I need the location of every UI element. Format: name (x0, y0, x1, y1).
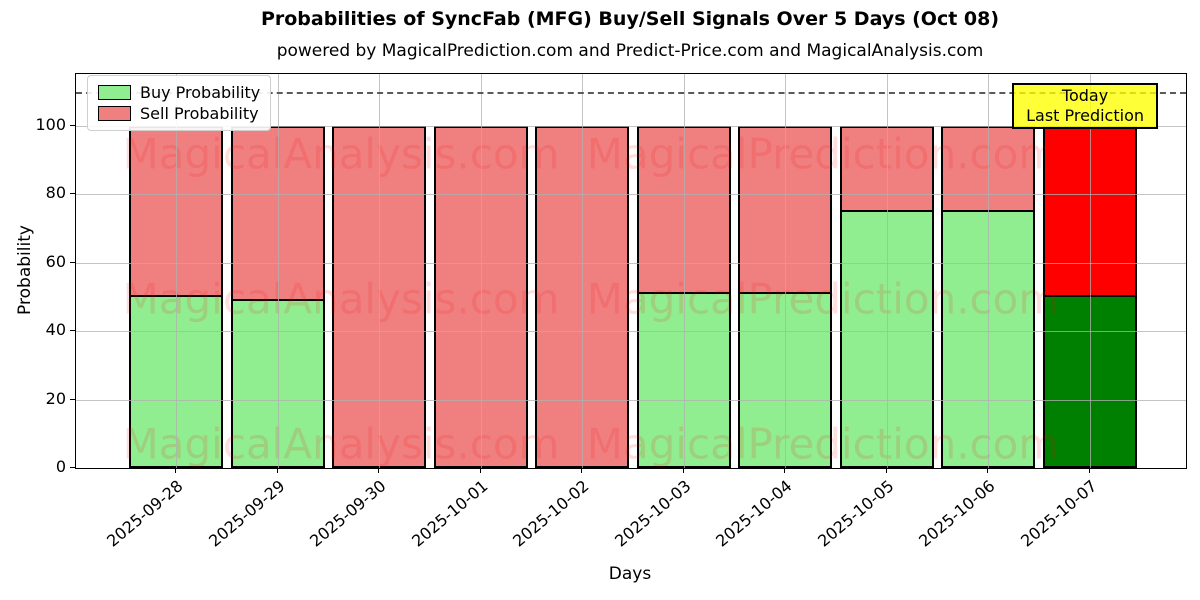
legend: Buy Probability Sell Probability (87, 75, 272, 131)
v-gridline (988, 74, 990, 468)
x-tick-label: 2025-09-29 (204, 476, 289, 551)
v-gridline (1089, 74, 1091, 468)
y-tick-label: 20 (45, 388, 66, 408)
chart-subtitle: powered by MagicalPrediction.com and Pre… (276, 41, 984, 61)
chart-title: Probabilities of SyncFab (MFG) Buy/Sell … (260, 8, 1000, 30)
x-tick-label: 2025-10-01 (407, 476, 492, 551)
x-tick-label: 2025-09-28 (103, 476, 187, 551)
x-tick-mark (987, 468, 989, 473)
v-gridline (785, 74, 787, 468)
y-tick-label: 40 (45, 320, 66, 340)
y-tick-label: 60 (45, 251, 66, 271)
h-gridline (76, 331, 1186, 333)
h-gridline (76, 126, 1186, 127)
watermark-text: MagicalPrediction.com (586, 129, 1060, 179)
x-tick-mark (784, 468, 786, 473)
watermark-text: MagicalPrediction.com (586, 419, 1060, 469)
legend-row-sell: Sell Probability (98, 103, 260, 124)
bar-segment-sell (839, 126, 934, 212)
v-gridline (379, 74, 381, 468)
plot-area: MagicalAnalysis.com MagicalPrediction.com… (75, 73, 1187, 469)
v-gridline (582, 74, 584, 468)
today-annotation: Today Last Prediction (1012, 83, 1158, 129)
buy-legend-label: Buy Probability (140, 82, 261, 102)
x-tick-mark (1088, 468, 1090, 473)
v-gridline (480, 74, 482, 468)
watermark-text: MagicalAnalysis.com (122, 129, 560, 179)
y-axis-label: Probability (15, 225, 35, 315)
x-tick-mark (175, 468, 176, 473)
bar-segment-sell (230, 126, 325, 301)
x-tick-label: 2025-09-30 (306, 476, 390, 551)
x-tick-label: 2025-10-07 (1017, 476, 1101, 551)
bar-segment-buy (839, 209, 934, 468)
x-tick-label: 2025-10-05 (814, 476, 898, 551)
y-tick-mark (70, 193, 75, 195)
buy-legend-swatch (98, 85, 131, 100)
y-tick-mark (70, 125, 75, 126)
x-tick-mark (378, 468, 380, 473)
x-tick-mark (682, 468, 684, 473)
x-tick-mark (276, 468, 278, 473)
x-tick-label: 2025-10-04 (712, 476, 796, 551)
y-tick-label: 80 (45, 183, 66, 203)
watermark-text: MagicalPrediction.com (586, 274, 1060, 324)
y-tick-label: 0 (55, 457, 66, 476)
x-tick-label: 2025-10-06 (915, 476, 999, 551)
today-annotation-line1: Today (1061, 86, 1109, 105)
x-tick-label: 2025-10-02 (509, 476, 593, 551)
y-tick-mark (70, 261, 75, 263)
x-tick-label: 2025-10-03 (610, 476, 695, 551)
bar-segment-sell (636, 126, 731, 294)
today-annotation-line2: Last Prediction (1026, 106, 1144, 125)
v-gridline (886, 74, 888, 468)
sell-legend-label: Sell Probability (140, 103, 259, 123)
x-tick-mark (885, 468, 887, 473)
watermark-text: MagicalAnalysis.com (122, 274, 560, 324)
y-tick-mark (70, 467, 75, 468)
x-axis-label: Days (608, 564, 652, 584)
y-tick-mark (70, 330, 75, 332)
v-gridline (176, 74, 177, 468)
x-tick-mark (479, 468, 481, 473)
bar-segment-buy (230, 298, 325, 468)
h-gridline (76, 399, 1186, 401)
h-gridline (76, 194, 1186, 196)
x-tick-mark (581, 468, 583, 473)
y-tick-mark (70, 398, 75, 400)
legend-row-buy: Buy Probability (98, 82, 260, 103)
sell-legend-swatch (98, 106, 131, 121)
threshold-dashed-line (76, 91, 1186, 94)
y-tick-label: 100 (35, 115, 66, 134)
v-gridline (683, 74, 685, 468)
h-gridline (76, 262, 1186, 264)
watermark-text: MagicalAnalysis.com (122, 419, 560, 469)
v-gridline (277, 74, 279, 468)
